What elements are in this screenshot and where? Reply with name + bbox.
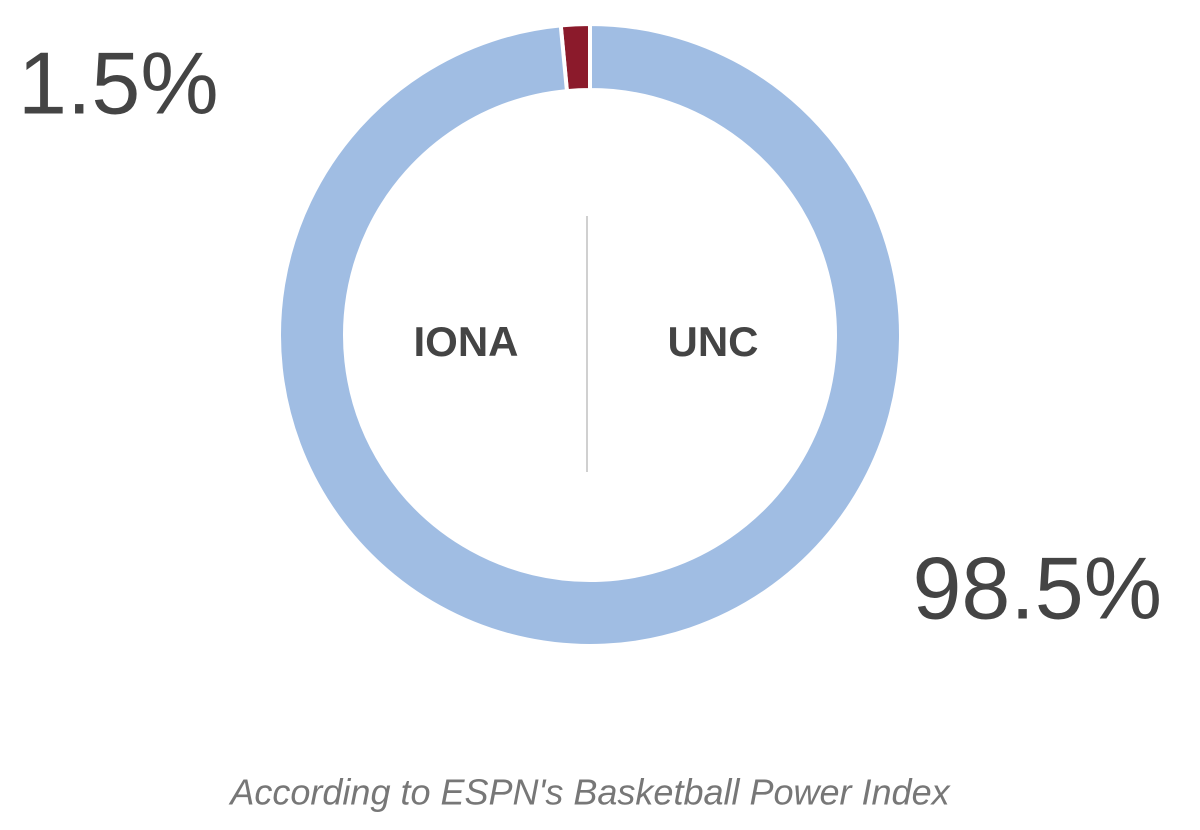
footnote: According to ESPN's Basketball Power Ind… <box>228 772 951 813</box>
team-label: IONA <box>414 318 519 365</box>
value-label: 98.5% <box>912 538 1162 637</box>
donut-slice <box>277 21 903 648</box>
value-label: 1.5% <box>18 33 219 132</box>
team-label: UNC <box>668 318 759 365</box>
